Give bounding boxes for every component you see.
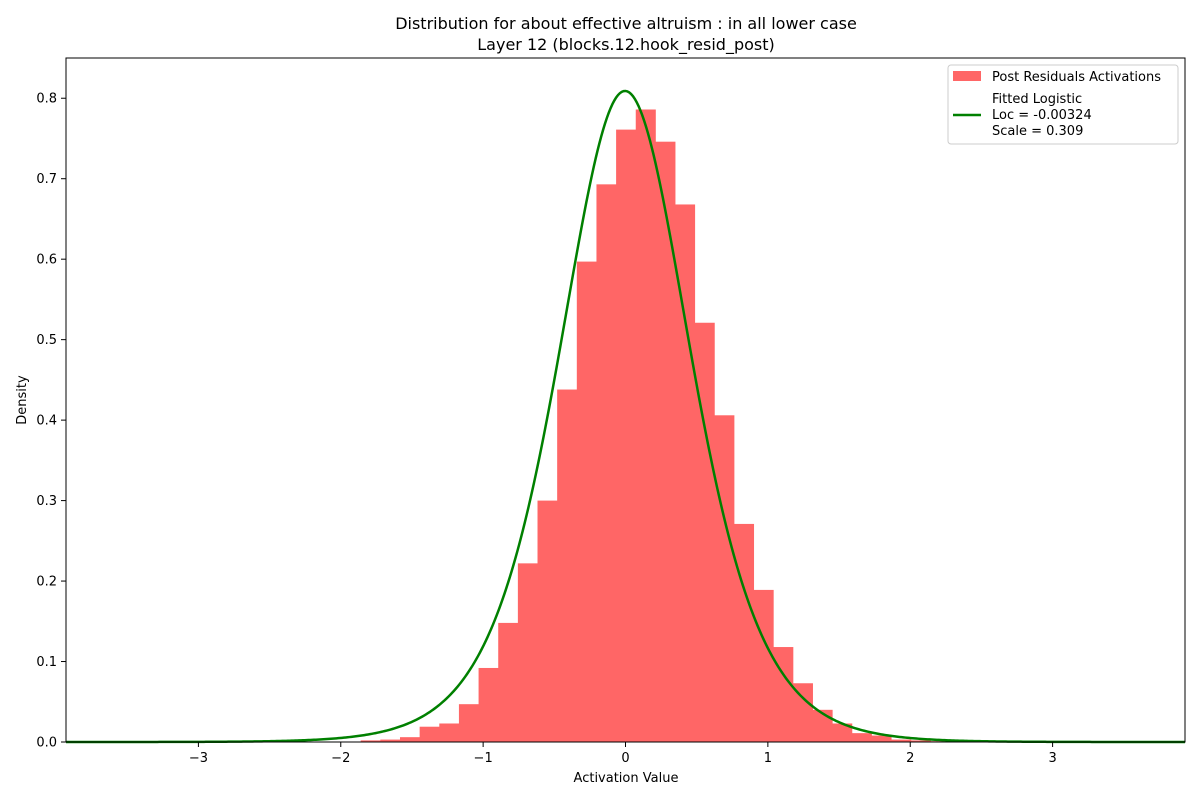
x-axis-ticks: −3 −2 −1 0 1 2 3 <box>189 742 1057 766</box>
legend: Post Residuals Activations Fitted Logist… <box>947 64 1179 145</box>
histogram-bar <box>537 500 558 742</box>
legend-histogram-label: Post Residuals Activations <box>992 70 1161 85</box>
histogram-bar <box>832 723 853 742</box>
fitted-logistic-curve <box>66 89 1185 744</box>
x-tick-label: −2 <box>331 751 350 766</box>
y-axis-label: Density <box>15 375 30 425</box>
x-tick-label: −3 <box>189 751 208 766</box>
histogram-bar <box>635 109 656 743</box>
legend-fit-scale: Scale = 0.309 <box>992 124 1083 139</box>
legend-fit-label: Fitted Logistic <box>992 92 1082 107</box>
histogram-bar <box>792 683 813 742</box>
y-tick-label: 0.1 <box>36 655 57 670</box>
histogram-bar <box>733 523 755 742</box>
y-tick-label: 0.6 <box>36 253 57 268</box>
histogram-bar <box>891 739 912 742</box>
y-tick-label: 0.3 <box>36 494 57 509</box>
y-tick-label: 0.2 <box>36 575 57 590</box>
histogram-bar <box>478 667 499 742</box>
legend-histogram-swatch <box>953 71 981 81</box>
histogram-bar <box>753 589 774 742</box>
histogram-bar <box>871 735 892 742</box>
y-tick-label: 0.4 <box>36 414 57 429</box>
histogram-bar <box>851 733 872 742</box>
histogram-bar <box>655 141 676 743</box>
y-tick-label: 0.0 <box>36 736 57 751</box>
histogram-bar <box>458 704 479 742</box>
histogram-bar <box>380 739 401 742</box>
histogram-bars <box>66 109 1186 743</box>
chart-subtitle: Layer 12 (blocks.12.hook_resid_post) <box>477 35 775 55</box>
y-axis-ticks: 0.0 0.1 0.2 0.3 0.4 0.5 0.6 0.7 0.8 <box>36 92 66 751</box>
chart-title: Distribution for about effective altruis… <box>395 14 857 33</box>
histogram-bar <box>498 622 519 742</box>
x-tick-label: 1 <box>764 751 772 766</box>
histogram-bar <box>596 184 617 743</box>
histogram-bar <box>419 726 440 742</box>
y-tick-label: 0.5 <box>36 333 57 348</box>
histogram-bar <box>576 261 597 742</box>
histogram-bar <box>675 204 696 742</box>
histogram-bar <box>714 415 735 742</box>
histogram-bar <box>399 737 421 742</box>
histogram-bar <box>517 563 538 742</box>
x-tick-label: 0 <box>621 751 629 766</box>
histogram-bar <box>773 647 794 742</box>
histogram-bar <box>616 129 637 742</box>
y-tick-label: 0.7 <box>36 172 57 187</box>
legend-box <box>947 64 1179 145</box>
x-tick-label: −1 <box>474 751 493 766</box>
x-tick-label: 2 <box>906 751 914 766</box>
x-axis-label: Activation Value <box>574 771 679 786</box>
histogram-bar <box>360 740 381 742</box>
histogram-bar <box>910 740 931 742</box>
x-tick-label: 3 <box>1048 751 1056 766</box>
histogram-bar <box>557 389 578 742</box>
histogram-bar <box>694 322 715 742</box>
y-tick-label: 0.8 <box>36 92 57 107</box>
legend-fit-loc: Loc = -0.00324 <box>992 108 1092 123</box>
histogram-bar <box>439 723 460 742</box>
